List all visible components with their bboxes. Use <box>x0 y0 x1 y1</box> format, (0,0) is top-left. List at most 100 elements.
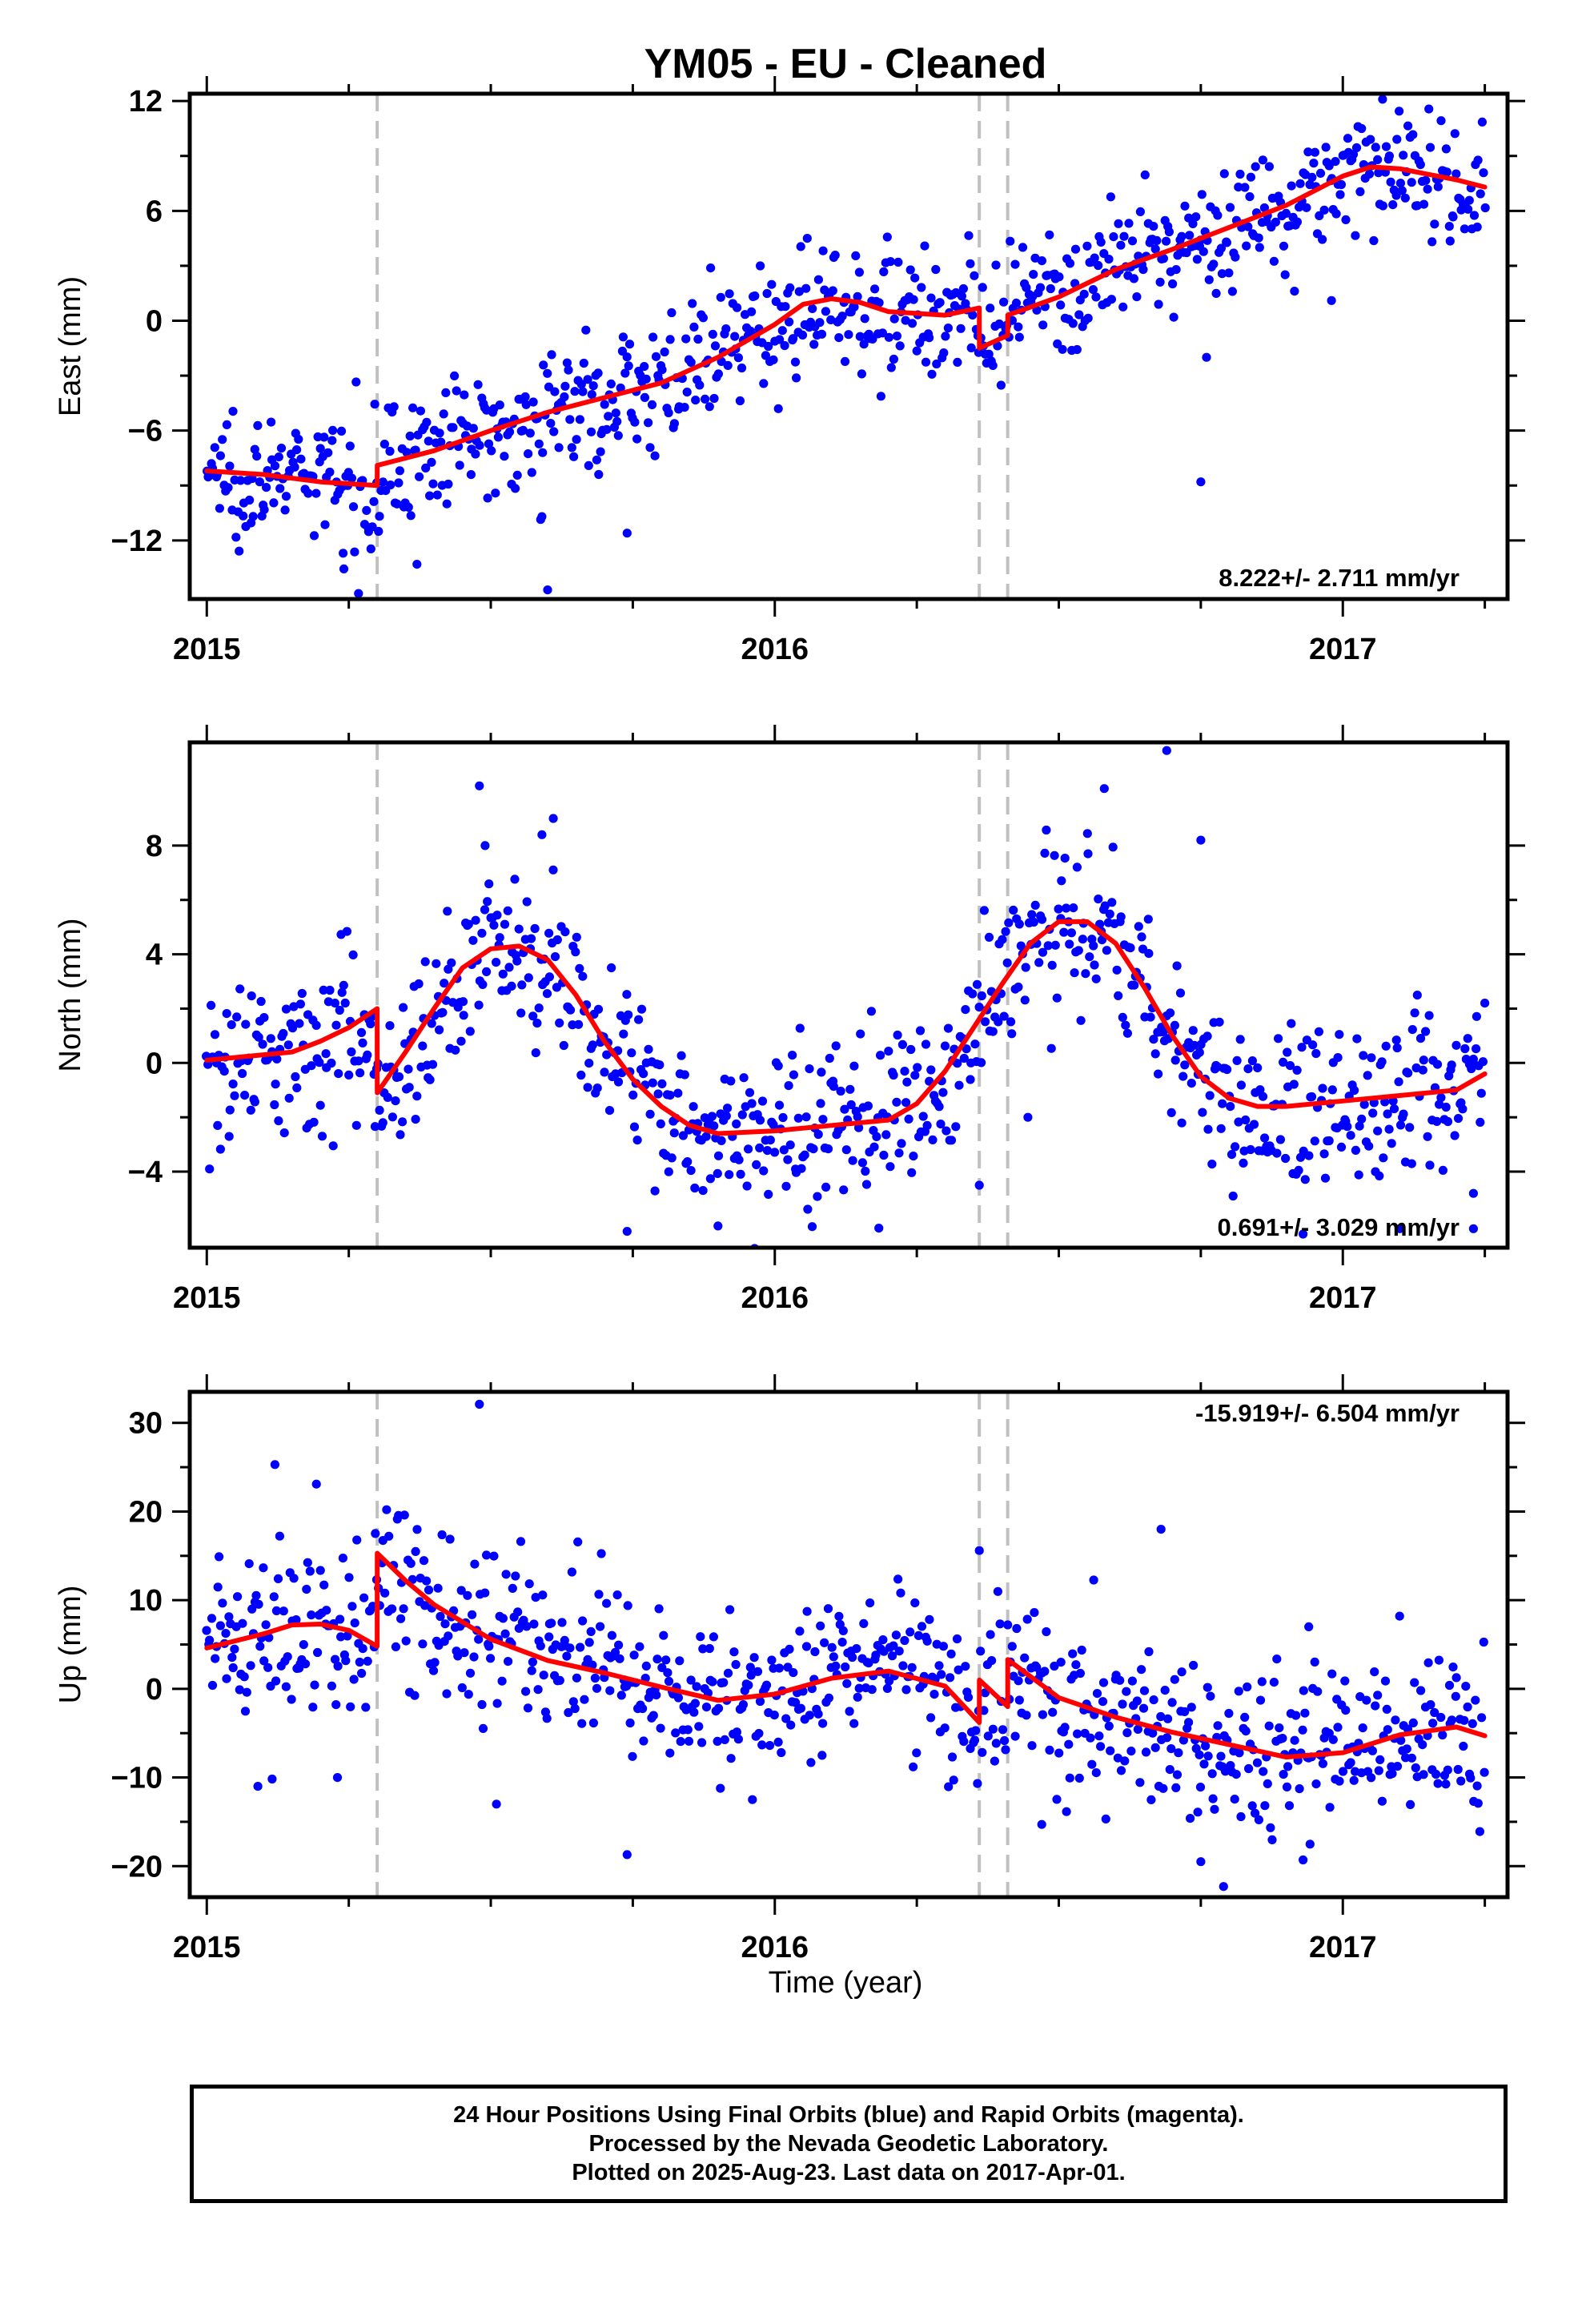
data-point <box>1377 1796 1387 1806</box>
data-point <box>263 1663 273 1672</box>
data-point <box>660 347 669 357</box>
data-point <box>1287 181 1296 191</box>
data-point <box>910 1598 920 1608</box>
data-point <box>1170 1055 1180 1065</box>
data-point <box>572 1673 582 1683</box>
data-point <box>418 1041 428 1051</box>
data-point <box>1382 1704 1391 1714</box>
data-point <box>1088 285 1098 295</box>
data-point <box>1177 231 1186 241</box>
data-point <box>1065 259 1075 268</box>
data-point <box>921 1039 931 1049</box>
data-point <box>424 1585 434 1594</box>
data-point <box>1477 1713 1487 1723</box>
data-point <box>1207 1769 1217 1779</box>
data-point <box>1195 1047 1204 1057</box>
data-point <box>487 446 496 456</box>
data-point <box>1426 1700 1435 1710</box>
data-point <box>620 368 630 378</box>
data-point <box>961 1662 970 1671</box>
data-point <box>673 1693 684 1703</box>
data-point <box>350 1618 359 1628</box>
data-point <box>1343 1122 1352 1132</box>
data-point <box>745 1088 755 1097</box>
data-point <box>335 1614 345 1624</box>
data-point <box>859 1618 869 1628</box>
data-point <box>492 1799 501 1809</box>
data-point <box>1375 1171 1384 1180</box>
data-point <box>867 1685 877 1695</box>
data-point <box>1423 1132 1432 1141</box>
data-point <box>564 1707 573 1718</box>
data-point <box>1408 1718 1418 1727</box>
data-point <box>428 1666 439 1675</box>
data-point <box>332 1773 343 1783</box>
data-point <box>1116 240 1126 250</box>
data-point <box>653 1089 663 1099</box>
data-point <box>483 897 492 907</box>
data-point <box>900 1635 909 1646</box>
data-point <box>1468 1055 1478 1064</box>
data-point <box>1320 1173 1331 1183</box>
data-point <box>749 1653 759 1663</box>
data-point <box>604 1106 615 1116</box>
data-point <box>287 1023 298 1033</box>
data-point <box>219 1067 229 1076</box>
data-point <box>913 1630 923 1640</box>
data-point <box>794 287 804 296</box>
data-point <box>531 1593 540 1602</box>
data-point <box>938 1642 948 1651</box>
data-point <box>1289 1080 1299 1089</box>
data-point <box>218 1598 227 1608</box>
data-point <box>974 1180 984 1190</box>
data-point <box>713 1221 723 1231</box>
data-point <box>1102 946 1111 955</box>
data-point <box>918 1112 928 1121</box>
data-point <box>456 1586 466 1595</box>
data-point <box>912 1748 921 1758</box>
data-point <box>1160 1686 1170 1695</box>
data-point <box>721 1111 731 1121</box>
data-point <box>244 1559 254 1569</box>
y-tick-label: 6 <box>146 195 163 228</box>
data-point <box>1415 1034 1426 1043</box>
data-point <box>613 431 623 440</box>
data-point <box>1444 222 1454 231</box>
data-point <box>817 1068 826 1077</box>
data-point <box>225 1105 235 1115</box>
data-point <box>1224 268 1234 278</box>
data-point <box>1416 1686 1426 1695</box>
data-point <box>1307 172 1317 182</box>
data-point <box>1072 862 1082 872</box>
data-point <box>762 1146 773 1156</box>
data-point <box>922 1636 932 1646</box>
data-point <box>315 1100 325 1110</box>
data-point <box>1169 312 1178 322</box>
data-point <box>489 1551 499 1561</box>
data-point <box>952 1634 962 1644</box>
data-point <box>1447 1715 1456 1725</box>
data-point <box>692 1682 701 1691</box>
data-point <box>1436 1712 1446 1723</box>
data-point <box>228 406 238 416</box>
data-point <box>578 1616 588 1626</box>
data-point <box>251 1590 261 1600</box>
data-point <box>744 1144 753 1154</box>
data-point <box>565 415 575 424</box>
data-point <box>492 958 501 967</box>
data-point <box>829 1652 838 1662</box>
y-tick-label: −20 <box>111 1850 163 1884</box>
data-point <box>1217 269 1227 279</box>
data-point <box>1259 203 1269 213</box>
data-point <box>1469 211 1480 220</box>
data-point <box>1373 1691 1383 1700</box>
data-point <box>713 1703 724 1713</box>
data-point <box>882 232 892 242</box>
data-point <box>755 1696 765 1707</box>
data-point <box>701 1703 712 1712</box>
data-point <box>1091 1768 1101 1778</box>
velocity-rate-label: 0.691+/- 3.029 mm/yr <box>1218 1213 1460 1241</box>
data-point <box>1218 1099 1227 1108</box>
data-point <box>1022 1711 1031 1720</box>
data-point <box>1459 1741 1468 1751</box>
